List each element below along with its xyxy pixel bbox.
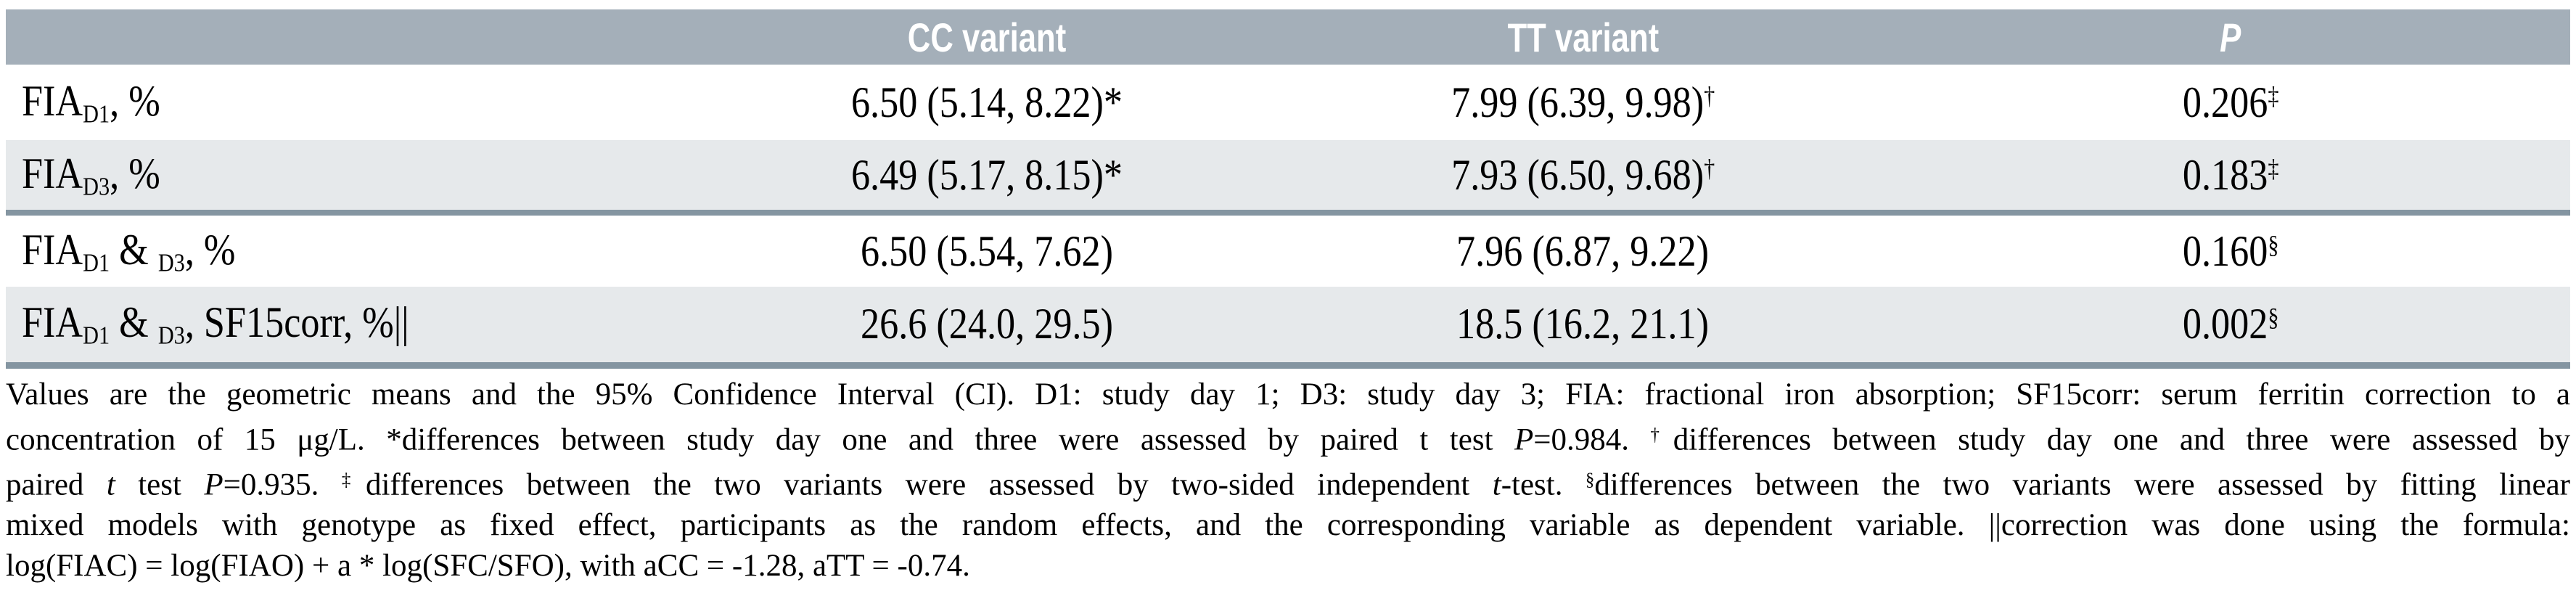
cell-p-text: 0.183‡ [2182,150,2279,199]
table-body: FIAD1, % 6.50 (5.14, 8.22)* 7.99 (6.39, … [6,65,2570,365]
cell-cc-text: 6.50 (5.14, 8.22)* [850,78,1123,126]
row-label: FIAD1 & D3, SF15corr, %|| [6,287,698,365]
cell-p: 0.002§ [1890,287,2570,365]
cell-cc: 6.50 (5.54, 7.62) [698,213,1275,287]
cell-cc: 6.49 (5.17, 8.15)* [698,140,1275,213]
table-footnote: Values are the geometric means and the 9… [6,369,2570,587]
cell-cc-text: 6.49 (5.17, 8.15)* [850,150,1123,199]
footnote-line: concentration of 15 μg/L. *differences b… [6,422,2570,457]
cell-cc-text: 26.6 (24.0, 29.5) [860,300,1113,348]
cell-cc-text: 6.50 (5.54, 7.62) [860,226,1113,275]
cell-tt-text: 7.99 (6.39, 9.98)† [1451,78,1715,126]
cell-cc: 26.6 (24.0, 29.5) [698,287,1275,365]
footnote-line: mixed models with genotype as fixed effe… [6,508,2570,543]
table-row-fia-d1-d3: FIAD1 & D3, % 6.50 (5.54, 7.62) 7.96 (6.… [6,213,2570,287]
header-row: CC variant TT variant P [6,9,2570,65]
row-label-text: FIAD3, % [22,149,160,201]
cell-p: 0.183‡ [1890,140,2570,213]
footnote-line: log(FIAC) = log(FIAO) + a * log(SFC/SFO)… [6,549,970,584]
cell-tt: 18.5 (16.2, 21.1) [1275,287,1890,365]
column-header-cc-variant: CC variant [698,9,1276,65]
column-header-cc-variant-label: CC variant [907,14,1066,60]
column-header-tt-variant: TT variant [1275,9,1891,65]
row-label: FIAD1, % [6,65,698,140]
row-label-text: FIAD1, % [22,76,160,128]
cell-tt: 7.99 (6.39, 9.98)† [1275,65,1890,140]
cell-p-text: 0.160§ [2182,226,2279,275]
cell-p-text: 0.002§ [2182,300,2279,348]
cell-tt-text: 7.96 (6.87, 9.22) [1456,226,1710,275]
table-row-fia-d3: FIAD3, % 6.49 (5.17, 8.15)* 7.93 (6.50, … [6,140,2570,213]
column-header-p: P [1890,9,2570,65]
cell-tt: 7.93 (6.50, 9.68)† [1275,140,1890,213]
table-row-fia-d1: FIAD1, % 6.50 (5.14, 8.22)* 7.99 (6.39, … [6,65,2570,140]
cell-cc: 6.50 (5.14, 8.22)* [698,65,1275,140]
row-label: FIAD3, % [6,140,698,213]
cell-tt: 7.96 (6.87, 9.22) [1275,213,1890,287]
column-header-p-label: P [2220,14,2241,60]
footnote-line: Values are the geometric means and the 9… [6,377,2570,412]
cell-tt-text: 7.93 (6.50, 9.68)† [1451,150,1715,199]
cell-p: 0.206‡ [1890,65,2570,140]
cell-p-text: 0.206‡ [2182,78,2279,126]
results-table: CC variant TT variant P FIAD1, % 6.50 (5… [6,9,2570,369]
cell-tt-text: 18.5 (16.2, 21.1) [1456,300,1710,348]
footnote-line: paired t test P=0.935. ‡differences betw… [6,467,2570,502]
cell-p: 0.160§ [1890,213,2570,287]
row-label: FIAD1 & D3, % [6,213,698,287]
table-header: CC variant TT variant P [6,9,2570,65]
column-header-empty [6,9,699,65]
row-label-text: FIAD1 & D3, SF15corr, %|| [22,298,409,351]
table-row-fia-d1-d3-sf15corr: FIAD1 & D3, SF15corr, %|| 26.6 (24.0, 29… [6,287,2570,365]
column-header-tt-variant-label: TT variant [1507,14,1659,60]
row-label-text: FIAD1 & D3, % [22,225,236,277]
